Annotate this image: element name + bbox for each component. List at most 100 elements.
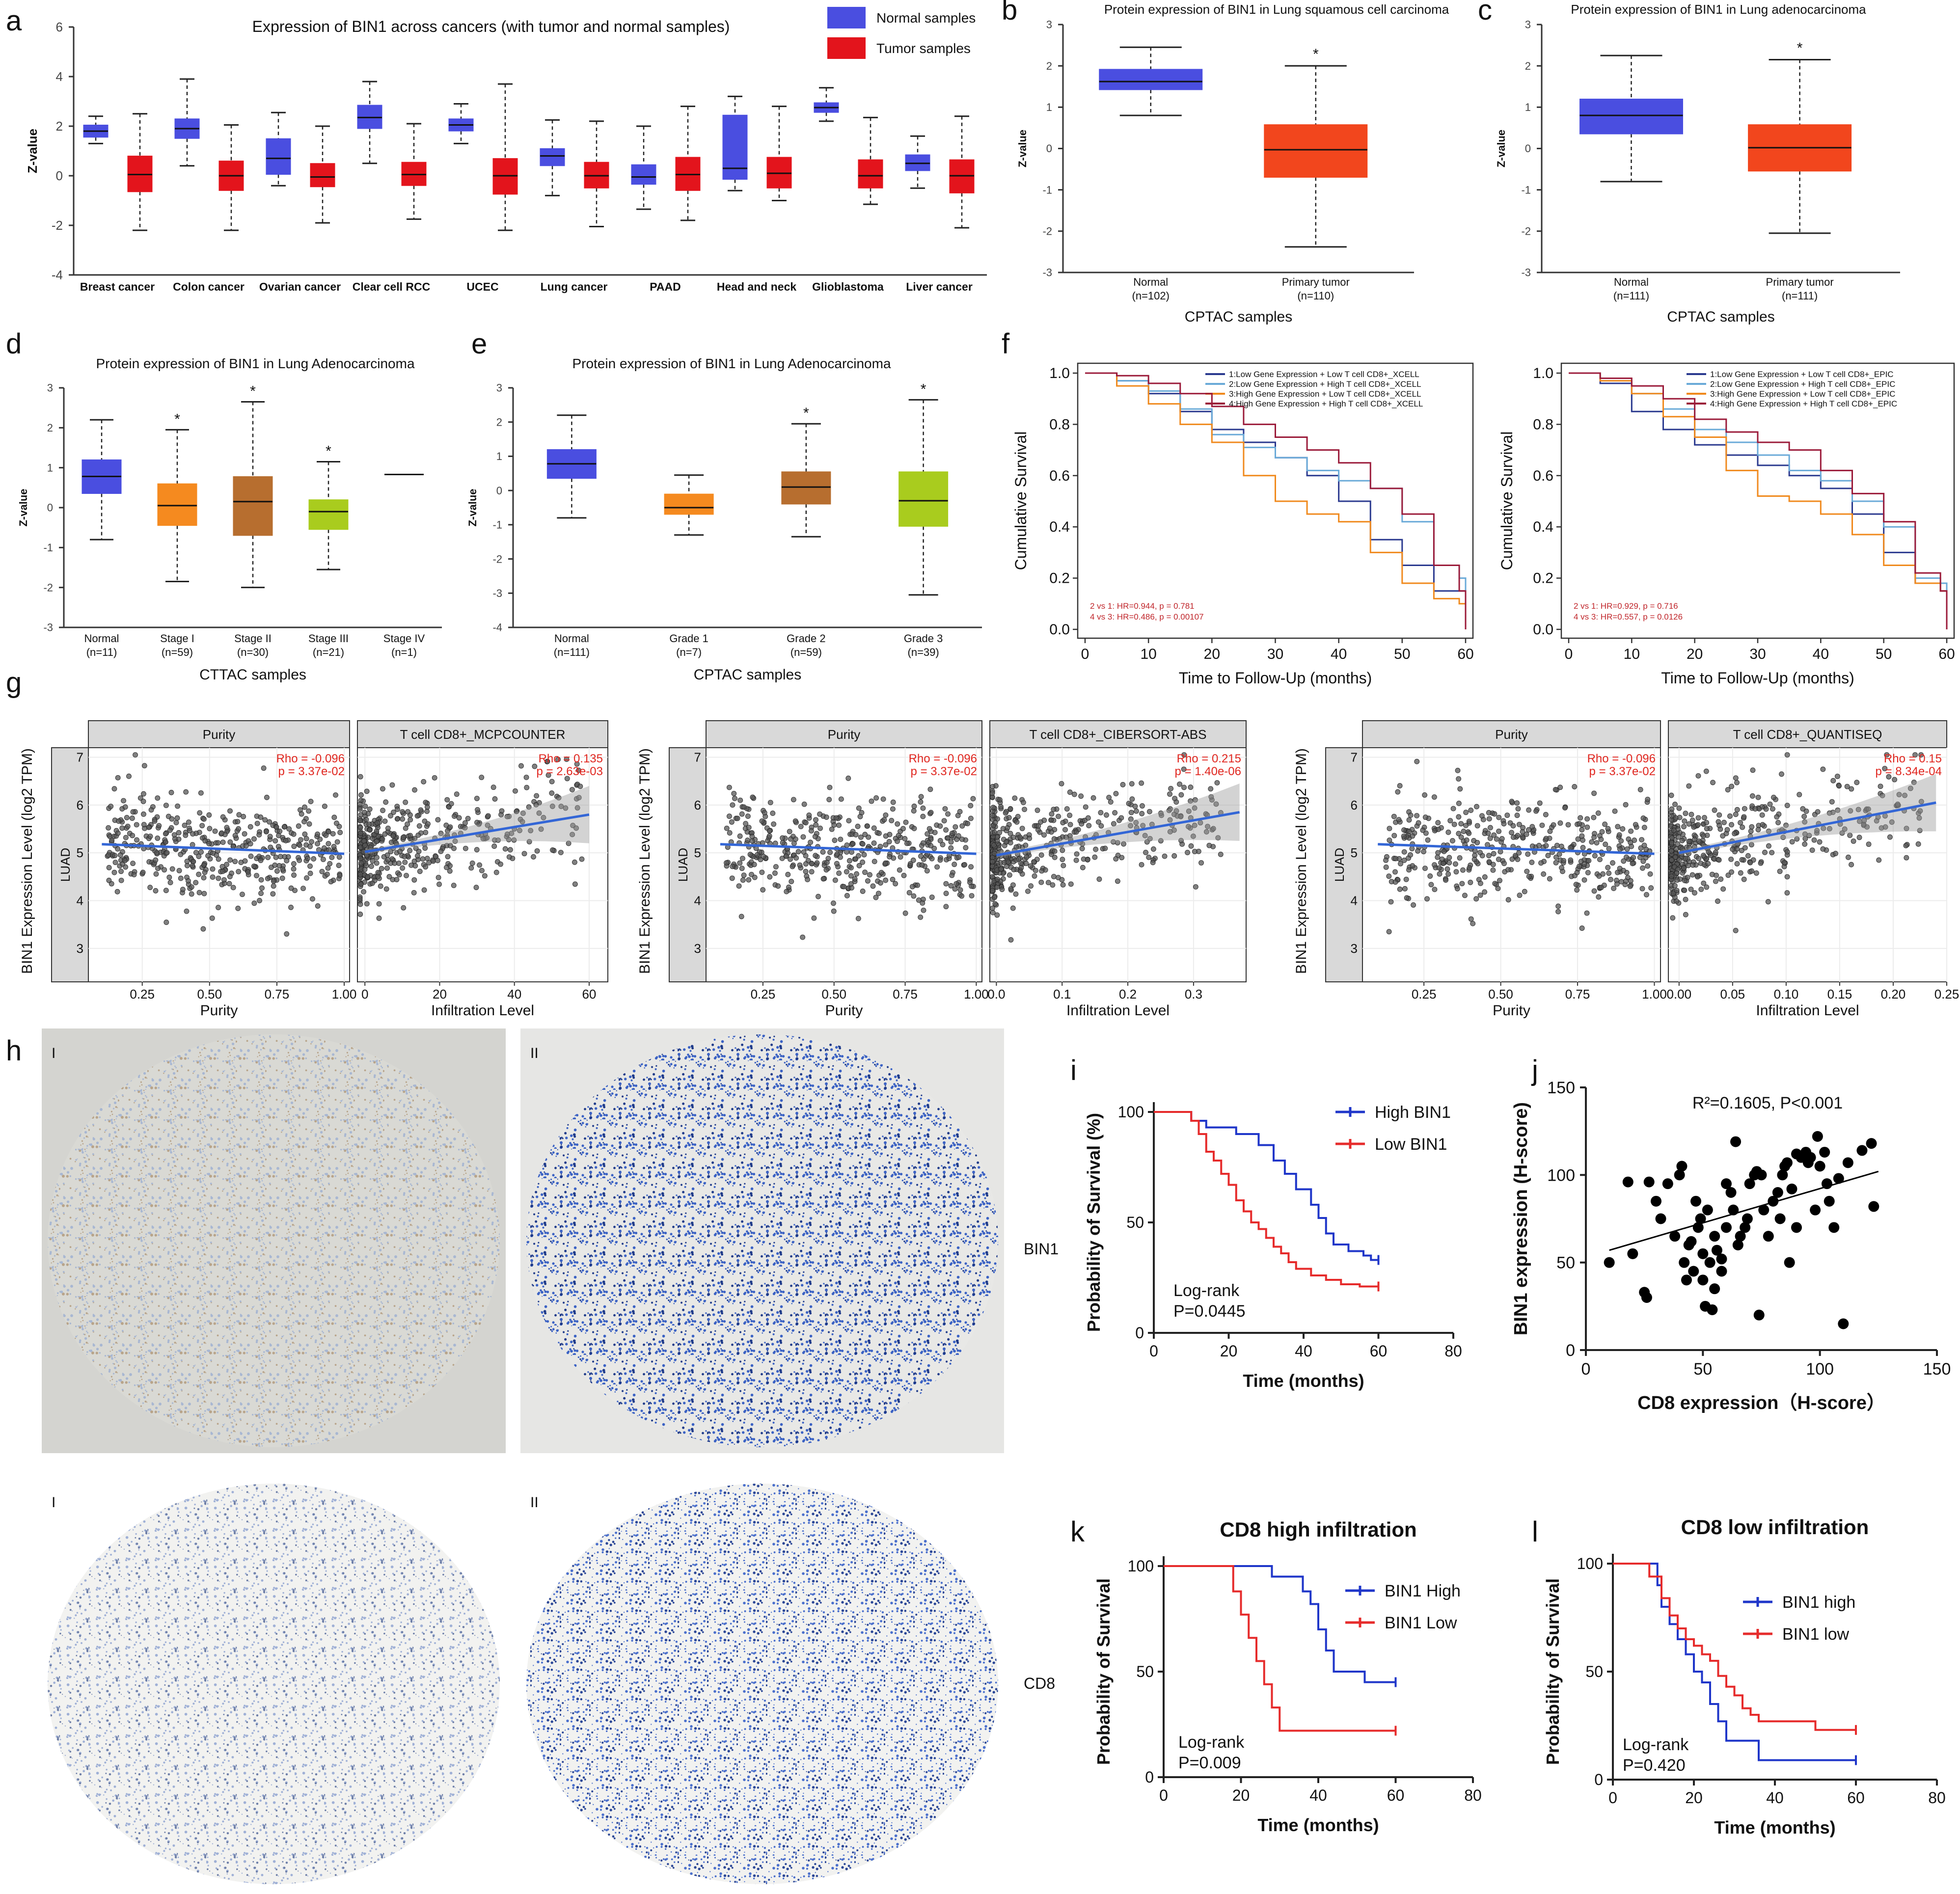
- y-tick-label: 1.0: [1533, 365, 1553, 381]
- x-tick-label: 60: [1387, 1786, 1405, 1804]
- scatter-point: [1206, 842, 1212, 848]
- x-tick-label: UCEC: [466, 280, 498, 293]
- scatter-point: [1672, 802, 1678, 807]
- scatter-point: [1767, 801, 1773, 807]
- scatter-point: [388, 839, 394, 845]
- scatter-point: [931, 845, 937, 851]
- scatter-point: [265, 876, 271, 882]
- box: [722, 114, 748, 180]
- scatter-point: [224, 862, 229, 867]
- scatter-point: [1904, 855, 1909, 861]
- x-tick-label: Primary tumor: [1282, 276, 1350, 288]
- scatter-point: [134, 837, 139, 843]
- scatter-point: [1640, 815, 1646, 821]
- logrank-annotation: P=0.0445: [1173, 1302, 1246, 1321]
- scatter-point: [280, 866, 286, 872]
- scatter-point: [240, 892, 245, 897]
- scatter-point: [1596, 894, 1602, 900]
- scatter-point: [1128, 816, 1134, 822]
- x-tick-label: Primary tumor: [1766, 276, 1834, 288]
- scatter-point: [305, 856, 311, 861]
- scatter-point: [1203, 829, 1209, 835]
- y-tick-label: 2: [1525, 60, 1531, 72]
- scatter-point: [1415, 848, 1421, 854]
- scatter-point: [832, 838, 838, 843]
- scatter-point: [331, 844, 337, 849]
- scatter-point: [1672, 854, 1678, 860]
- scatter-point: [1458, 834, 1464, 840]
- scatter-point: [1496, 857, 1501, 862]
- scatter-point: [752, 874, 758, 880]
- scatter-point: [1814, 1161, 1825, 1172]
- scatter-point: [1486, 810, 1492, 815]
- scatter-point: [549, 779, 555, 785]
- scatter-point: [834, 861, 840, 866]
- y-tick-label: 0: [56, 168, 63, 183]
- scatter-point: [1192, 822, 1198, 828]
- scatter-point: [1618, 838, 1624, 844]
- scatter-point: [133, 752, 138, 758]
- scatter-point: [1800, 806, 1806, 812]
- scatter-point: [334, 839, 340, 845]
- scatter-point: [1777, 1169, 1788, 1181]
- scatter-point: [1456, 831, 1462, 837]
- y-tick-label: 7: [1351, 750, 1358, 764]
- scatter-point: [1039, 868, 1045, 874]
- regression-line: [1378, 843, 1655, 855]
- scatter-point: [1734, 807, 1740, 812]
- scatter-point: [1018, 865, 1024, 870]
- scatter-point: [916, 897, 922, 903]
- scatter-point: [1695, 874, 1700, 880]
- scatter-point: [925, 831, 930, 837]
- scatter-point: [205, 853, 211, 859]
- scatter-point: [272, 838, 278, 844]
- scatter-point: [298, 837, 303, 843]
- scatter-point: [1139, 780, 1144, 786]
- scatter-point: [395, 807, 400, 812]
- scatter-point: [1007, 840, 1013, 846]
- x-axis-label: Time (months): [1243, 1371, 1364, 1391]
- scatter-point: [1605, 826, 1611, 832]
- y-tick-label: 7: [694, 750, 701, 764]
- scatter-point: [1674, 1169, 1685, 1181]
- scatter-point: [759, 869, 765, 875]
- scatter-point: [166, 874, 172, 880]
- scatter-point: [1611, 886, 1617, 891]
- scatter-point: [1628, 839, 1633, 845]
- scatter-point: [1683, 811, 1688, 816]
- scatter-point: [1750, 793, 1755, 799]
- scatter-point: [948, 839, 954, 845]
- x-tick-label: 20: [1204, 646, 1220, 662]
- scatter-point: [1729, 784, 1735, 789]
- scatter-point: [904, 840, 910, 846]
- scatter-point: [210, 866, 216, 872]
- scatter-point: [310, 896, 315, 902]
- scatter-point: [122, 804, 128, 810]
- scatter-point: [121, 798, 126, 804]
- scatter-point: [1181, 785, 1187, 790]
- y-tick-label: 150: [1547, 1079, 1575, 1097]
- scatter-point: [482, 873, 488, 879]
- scatter-point: [1056, 813, 1061, 819]
- scatter-point: [823, 814, 829, 820]
- x-tick-label: Grade 3: [904, 632, 943, 645]
- scatter-point: [1487, 836, 1493, 841]
- scatter-point: [1396, 817, 1402, 823]
- y-tick-label: -1: [492, 519, 502, 531]
- y-tick-label: 1.0: [1049, 365, 1070, 381]
- scatter-point: [737, 860, 743, 866]
- scatter-point: [991, 830, 997, 835]
- scatter-point: [403, 825, 408, 831]
- scatter-point: [1436, 865, 1442, 871]
- scatter-point: [1388, 899, 1394, 905]
- scatter-point: [474, 795, 480, 801]
- x-tick-label: 80: [1464, 1786, 1482, 1804]
- scatter-point: [1879, 793, 1885, 798]
- scatter-point: [855, 823, 861, 829]
- scatter-point: [1140, 823, 1146, 829]
- scatter-point: [745, 838, 751, 843]
- scatter-point: [1827, 826, 1832, 832]
- scatter-point: [1575, 836, 1581, 842]
- scatter-point: [820, 849, 826, 855]
- scatter-point: [1422, 814, 1428, 820]
